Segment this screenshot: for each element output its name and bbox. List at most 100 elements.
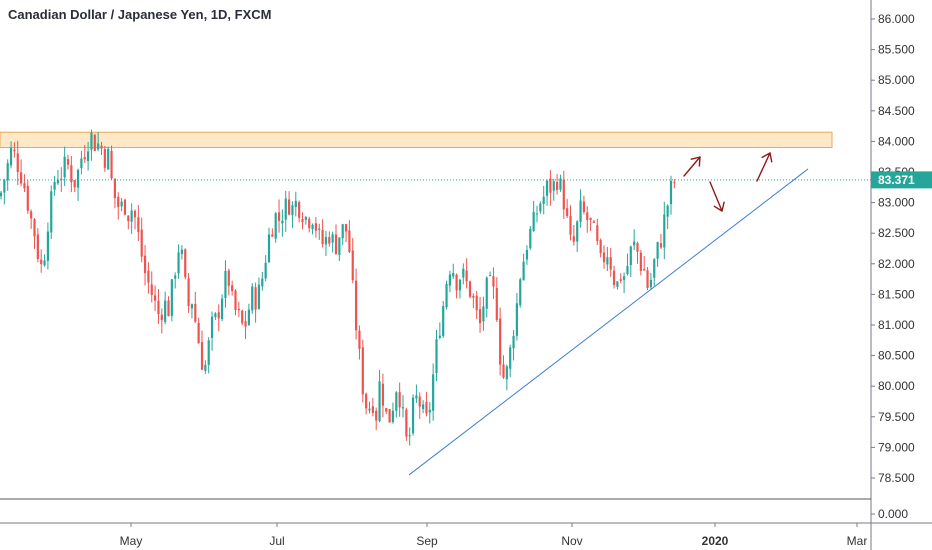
candle-body [3,179,6,193]
candle-body [478,309,482,324]
candle-body [609,257,612,270]
candle-body [445,284,448,308]
candle-body [288,199,291,215]
candle-body [87,151,90,162]
candle-body [566,208,569,217]
candle-body [261,278,264,287]
candle-body [505,366,508,380]
candle-body [97,143,100,150]
candle-body [334,234,338,254]
candle-body [210,316,214,339]
candle-body [324,237,328,245]
candle-body [328,237,331,244]
candle-body [589,217,592,220]
candle-body [368,408,371,411]
candle-body [673,182,676,184]
last-price-label: 83.371 [878,173,915,187]
price-tick-label: 81.500 [878,287,915,301]
candle-body [200,342,204,370]
candle-body [304,217,307,220]
candle-body [221,298,224,320]
candle-body [83,157,86,160]
candle-body [455,274,458,291]
arrow-up-1[interactable] [683,156,701,177]
candle-body [542,196,545,204]
candle-body [633,241,636,246]
candle-body [579,200,582,222]
candle-body [133,210,137,218]
candle-body [204,364,207,371]
candle-body [562,179,565,210]
candle-body [395,392,398,411]
candle-body [214,313,217,318]
candle-body [231,285,234,292]
candle-body [361,347,364,395]
candle-body [532,211,535,231]
candle-body [237,308,240,311]
candle-body [120,201,123,207]
candle-body [264,262,267,279]
time-tick-label: 2020 [702,534,729,548]
candle-body [70,165,73,183]
candle-body [458,279,462,291]
candle-body [93,134,96,151]
candle-body [6,163,9,181]
candle-body [438,335,441,338]
candle-body [241,310,244,324]
candle-body [669,180,673,205]
arrow-down-head [713,201,725,212]
candle-body [582,201,585,213]
price-tick-label: 85.000 [878,73,915,87]
candle-body [76,169,80,188]
candle-body [606,257,609,265]
candle-body [365,393,368,409]
candle-body [150,284,153,295]
candle-body [535,213,539,215]
candle-body [33,219,36,237]
candle-body [425,402,428,414]
candle-body [73,179,76,188]
candle-body [247,309,250,325]
candle-body [592,221,596,223]
candle-body [154,295,157,301]
ascending-trendline[interactable] [408,168,809,476]
candle-body [519,279,522,306]
arrow-up-1-head [690,156,701,167]
candle-body [177,252,180,274]
candle-body [539,203,542,212]
candle-body [549,178,552,193]
candle-body [602,252,606,263]
candle-body [157,300,160,315]
candle-body [244,321,247,327]
volume-tick-label: 0.000 [878,507,908,521]
candle-body [180,249,183,254]
candle-body [207,340,210,365]
candle-body [375,410,378,421]
candle-body [556,181,559,190]
candle-body [107,148,110,170]
candle-body [522,261,525,281]
candle-body [612,270,616,286]
candle-body [378,381,381,422]
candle-body [428,409,431,413]
candle-body [9,148,13,166]
candle-body [432,374,435,411]
candle-body [468,281,472,297]
candle-body [291,205,294,216]
candle-body [294,200,297,207]
candle-body [46,231,49,261]
candle-body [586,212,589,221]
candle-body [274,213,277,239]
arrow-down[interactable] [709,181,723,212]
candle-body [318,228,321,230]
candle-body [411,397,415,434]
candle-body [355,280,358,331]
price-tick-label: 83.000 [878,196,915,210]
price-tick-label: 79.000 [878,440,915,454]
candle-body [371,406,374,413]
arrow-up-2[interactable] [756,152,771,182]
candle-body [16,153,19,173]
candle-body [257,284,261,309]
candle-body [405,409,408,437]
